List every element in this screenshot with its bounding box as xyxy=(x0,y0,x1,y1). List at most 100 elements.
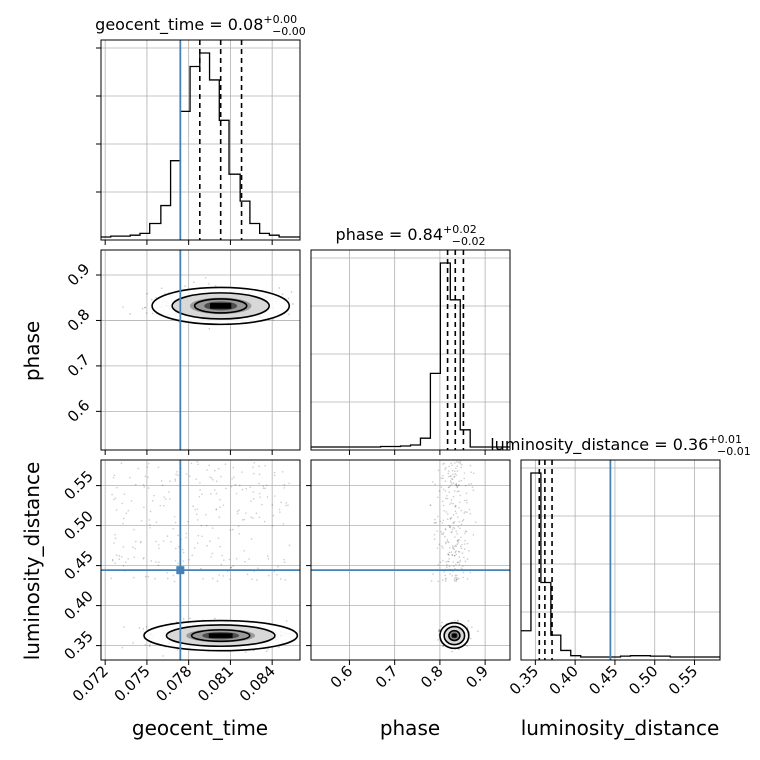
sample-point xyxy=(146,292,148,295)
sample-point xyxy=(440,625,442,627)
sample-point xyxy=(214,285,217,287)
sample-point xyxy=(149,510,152,513)
sample-point xyxy=(433,538,436,541)
sample-point xyxy=(280,501,282,504)
sample-point xyxy=(449,525,452,528)
sample-point xyxy=(243,550,245,552)
sample-point xyxy=(123,517,125,520)
sample-point xyxy=(448,503,451,505)
sample-point xyxy=(453,565,455,568)
sample-point xyxy=(264,464,267,467)
sample-point xyxy=(145,312,148,314)
sample-point xyxy=(449,485,452,487)
sample-point xyxy=(466,644,469,647)
sample-point xyxy=(129,313,131,315)
sample-point xyxy=(267,557,270,560)
sample-point xyxy=(273,570,276,573)
sample-point xyxy=(238,509,240,511)
sample-point xyxy=(140,520,143,522)
sample-point xyxy=(208,328,211,330)
sample-point xyxy=(460,547,463,550)
sample-point xyxy=(456,540,459,542)
sample-point xyxy=(433,533,436,536)
sample-point xyxy=(238,533,241,535)
sample-point xyxy=(462,576,464,579)
sample-point xyxy=(452,513,455,516)
sample-point xyxy=(146,466,149,468)
sample-point xyxy=(456,540,459,542)
sample-point xyxy=(466,626,469,629)
sample-point xyxy=(177,534,179,537)
sample-point xyxy=(455,580,457,583)
sample-point xyxy=(132,546,134,548)
sample-point xyxy=(178,545,180,548)
contour-line xyxy=(443,625,466,646)
sample-point xyxy=(282,522,285,525)
sample-point xyxy=(432,573,434,575)
sample-point xyxy=(285,504,287,507)
sample-point xyxy=(283,487,286,489)
sample-point xyxy=(147,476,150,478)
sample-point xyxy=(144,475,147,478)
sample-point xyxy=(447,470,450,472)
sample-point xyxy=(279,511,281,513)
sample-point xyxy=(292,303,294,305)
sample-point xyxy=(450,481,452,484)
sample-point xyxy=(455,550,457,553)
sample-point xyxy=(448,557,450,560)
sample-point xyxy=(181,548,184,551)
sample-point xyxy=(174,480,177,482)
sample-point xyxy=(120,462,123,464)
sample-point xyxy=(457,577,460,580)
sample-point xyxy=(241,488,244,491)
sample-point xyxy=(209,476,211,478)
sample-point xyxy=(471,626,473,629)
truth-marker xyxy=(176,566,185,575)
sample-point xyxy=(474,521,477,524)
sample-point xyxy=(134,483,137,486)
sample-point xyxy=(450,475,452,477)
sample-point xyxy=(166,571,168,574)
sample-point xyxy=(450,462,453,465)
sample-point xyxy=(441,522,444,524)
sample-point xyxy=(458,507,460,509)
sample-point xyxy=(263,520,266,523)
sample-point xyxy=(443,462,445,465)
sample-point xyxy=(222,504,225,507)
sample-point xyxy=(148,645,151,647)
sample-point xyxy=(464,532,466,534)
contour-line xyxy=(151,286,291,326)
sample-point xyxy=(262,485,265,488)
sample-point xyxy=(446,518,449,520)
sample-point xyxy=(442,645,445,648)
sample-point xyxy=(456,578,459,580)
sample-point xyxy=(168,498,171,500)
sample-point xyxy=(188,558,190,561)
sample-point xyxy=(159,504,162,507)
sample-point xyxy=(149,526,151,529)
labels: geocent_time phase luminosity_distance p… xyxy=(20,321,719,740)
sample-point xyxy=(197,534,200,537)
sample-point xyxy=(451,545,454,547)
sample-point xyxy=(446,540,449,543)
sample-point xyxy=(182,551,185,554)
sample-point xyxy=(150,298,153,301)
panel-title: luminosity_distance = 0.36+0.01 −0.01 xyxy=(490,433,751,458)
sample-point xyxy=(465,499,468,501)
sample-point xyxy=(448,491,451,493)
sample-point xyxy=(138,627,141,629)
sample-point xyxy=(446,513,449,515)
sample-point xyxy=(218,574,221,576)
density-content xyxy=(311,460,510,653)
density-peak xyxy=(452,633,457,638)
sample-point xyxy=(451,554,454,557)
sample-point xyxy=(122,306,124,308)
sample-point xyxy=(142,483,145,486)
sample-point xyxy=(278,287,280,289)
sample-point xyxy=(457,561,459,563)
sample-point xyxy=(182,560,185,562)
sample-point xyxy=(279,578,282,580)
sample-point xyxy=(448,560,450,563)
panel-frame xyxy=(100,459,301,661)
sample-point xyxy=(230,485,233,488)
